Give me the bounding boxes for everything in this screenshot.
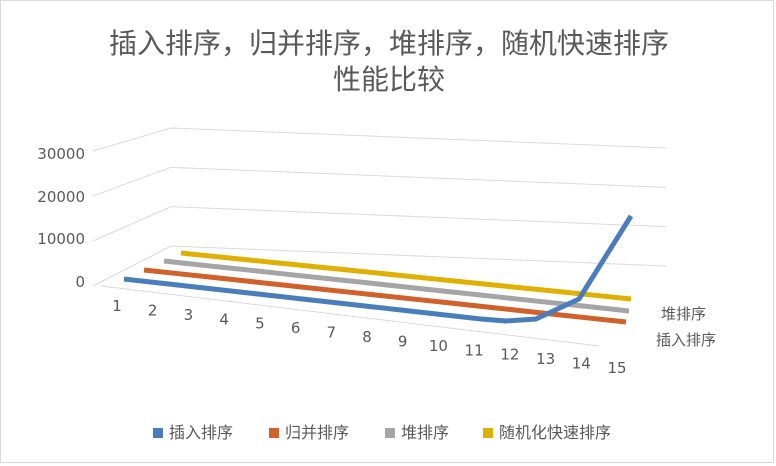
x-tick-14: 14 — [572, 355, 591, 373]
gridline-left-1 — [92, 206, 172, 242]
series-line-quick-sort — [180, 250, 632, 302]
x-tick-labels: 1 2 3 4 5 6 7 8 9 10 11 12 13 14 15 — [112, 297, 626, 377]
series-lines — [123, 214, 634, 325]
gridline-back-2 — [170, 166, 667, 188]
y-tick-10000: 10000 — [37, 230, 85, 248]
chart-title-line-2: 性能比较 — [333, 63, 445, 96]
x-tick-7: 7 — [327, 324, 337, 342]
x-tick-2: 2 — [148, 301, 158, 319]
y-tick-20000: 20000 — [37, 188, 85, 206]
chart-title-line-1: 插入排序，归并排序，堆排序，随机快速排序 — [109, 27, 669, 60]
floor-front-edge — [100, 285, 600, 347]
legend-swatch-insertion — [153, 428, 163, 438]
x-tick-13: 13 — [536, 350, 555, 368]
gridline-back-1 — [170, 206, 667, 228]
legend-label-heap: 堆排序 — [401, 423, 449, 442]
depth-label-heap-sort: 堆排序 — [661, 305, 706, 323]
y-tick-30000: 30000 — [37, 145, 85, 163]
gridline-left-0 — [92, 245, 172, 287]
legend-label-merge: 归并排序 — [285, 423, 349, 442]
series-line-insertion-sort — [123, 214, 634, 324]
series-line-merge-sort — [143, 267, 627, 325]
x-tick-12: 12 — [500, 346, 519, 364]
x-tick-3: 3 — [184, 306, 194, 324]
legend-label-quick: 随机化快速排序 — [499, 423, 611, 442]
x-tick-5: 5 — [255, 315, 265, 333]
y-tick-0: 0 — [75, 273, 85, 291]
gridline-back-0 — [170, 245, 667, 267]
series-line-heap-sort — [163, 258, 630, 314]
x-tick-4: 4 — [219, 310, 229, 328]
gridline-back-3 — [170, 127, 667, 149]
legend-swatch-quick — [483, 428, 493, 438]
legend-label-insertion: 插入排序 — [169, 423, 233, 442]
gridlines — [92, 127, 667, 347]
gridline-left-3 — [92, 127, 172, 152]
x-tick-15: 15 — [607, 359, 626, 377]
gridline-left-2 — [92, 166, 172, 197]
x-tick-1: 1 — [112, 297, 122, 315]
x-tick-9: 9 — [398, 332, 408, 350]
legend-swatch-merge — [269, 428, 279, 438]
x-tick-6: 6 — [291, 319, 301, 337]
legend-swatch-heap — [385, 428, 395, 438]
depth-label-insertion-sort: 插入排序 — [656, 331, 716, 349]
legend: 插入排序 归并排序 堆排序 随机化快速排序 — [153, 423, 611, 442]
x-tick-8: 8 — [362, 328, 372, 346]
x-tick-11: 11 — [465, 341, 484, 359]
x-tick-10: 10 — [429, 337, 448, 355]
